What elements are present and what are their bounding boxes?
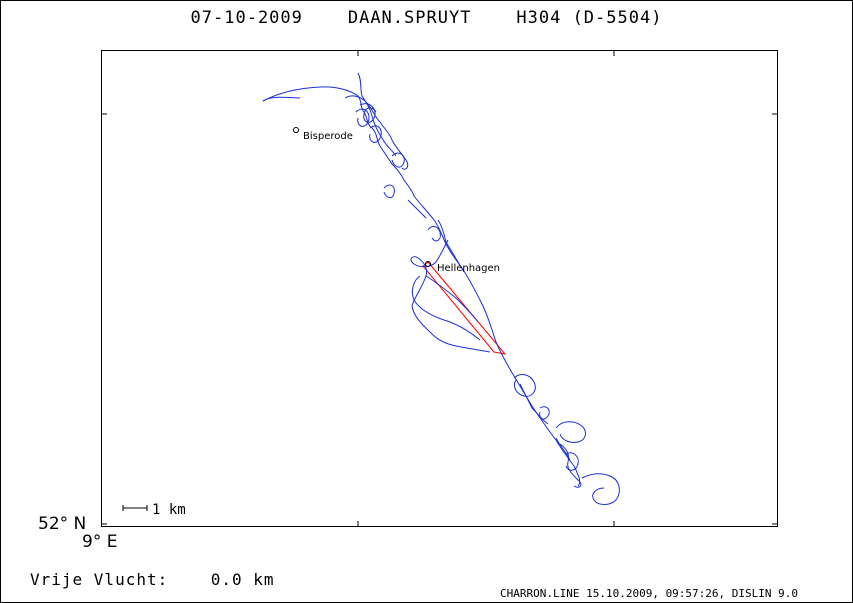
map-frame <box>101 50 778 527</box>
page-title: 07-10-2009 DAAN.SPRUYT H304 (D-5504) <box>0 8 853 28</box>
scale-bar <box>122 505 148 511</box>
glider-id: H304 (D-5504) <box>516 8 663 28</box>
waypoint-marker-hellenhagen <box>425 261 431 267</box>
waypoint-label-hellenhagen: Hellenhagen <box>437 263 500 274</box>
distance-label: Vrije Vlucht: <box>30 570 169 589</box>
axis-ticks <box>101 50 778 527</box>
waypoint-marker-bisperode <box>293 127 299 133</box>
distance-value: 0.0 km <box>210 570 275 589</box>
flight-track <box>262 72 620 505</box>
latitude-label: 52° N <box>38 514 87 534</box>
free-flight-distance: Vrije Vlucht: 0.0 km <box>30 570 275 589</box>
flight-date: 07-10-2009 <box>190 8 303 28</box>
pilot-name: DAAN.SPRUYT <box>347 8 472 28</box>
footer-credit: CHARRON.LINE 15.10.2009, 09:57:26, DISLI… <box>500 587 799 600</box>
waypoint-label-bisperode: Bisperode <box>303 131 353 142</box>
task-route <box>422 261 507 355</box>
scale-label: 1 km <box>152 502 186 518</box>
longitude-label: 9° E <box>82 532 118 552</box>
